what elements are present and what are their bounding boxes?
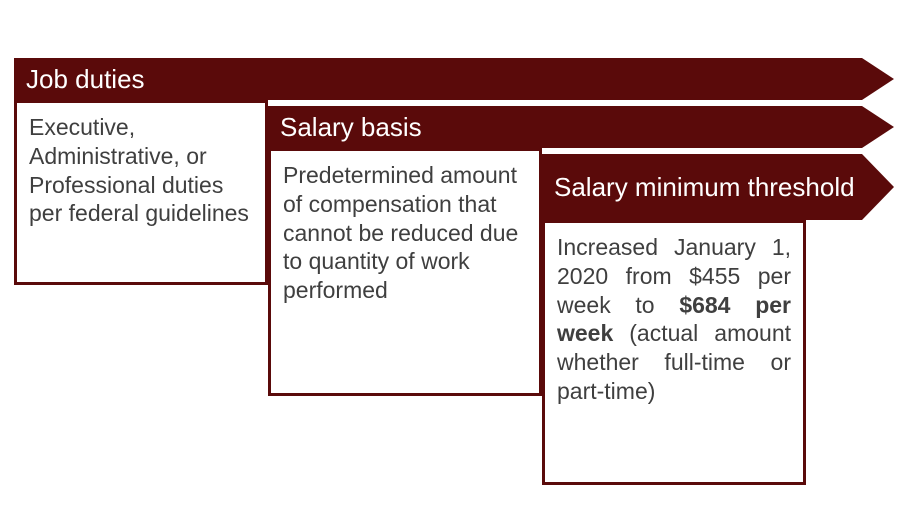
- arrow-head-3: [862, 154, 894, 220]
- arrow-title-3: Salary minimum threshold: [542, 154, 862, 220]
- desc-text-1: Executive, Administrative, or Profession…: [29, 114, 249, 226]
- arrow-head-1: [862, 58, 894, 100]
- desc-text-2: Predetermined amount of compensation tha…: [283, 162, 518, 303]
- desc-box-3: Increased January 1, 2020 from $455 per …: [542, 220, 806, 485]
- arrow-bar-1: Job duties: [14, 58, 894, 100]
- desc-box-1: Executive, Administrative, or Profession…: [14, 100, 268, 285]
- arrow-bar-3: Salary minimum threshold: [542, 154, 894, 220]
- arrow-title-2: Salary basis: [268, 106, 862, 148]
- desc-box-2: Predetermined amount of compensation tha…: [268, 148, 542, 396]
- arrow-head-2: [862, 106, 894, 148]
- arrow-title-1: Job duties: [14, 58, 862, 100]
- arrow-bar-2: Salary basis: [268, 106, 894, 148]
